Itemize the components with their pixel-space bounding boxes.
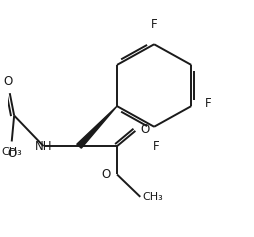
- Text: O: O: [7, 147, 16, 160]
- Text: O: O: [101, 168, 110, 181]
- Text: F: F: [153, 140, 160, 153]
- Text: CH₃: CH₃: [1, 147, 22, 157]
- Text: F: F: [205, 97, 211, 110]
- Text: F: F: [151, 18, 157, 31]
- Text: CH₃: CH₃: [143, 192, 164, 202]
- Text: O: O: [3, 75, 12, 88]
- Polygon shape: [77, 106, 117, 148]
- Text: O: O: [141, 123, 150, 136]
- Text: NH: NH: [35, 140, 52, 153]
